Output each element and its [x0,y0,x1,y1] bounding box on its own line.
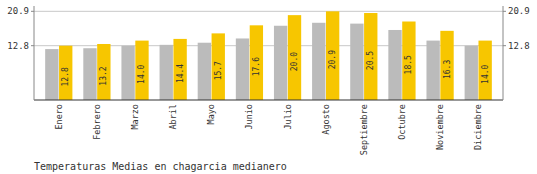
data-label: 20.0 [290,52,299,71]
grid-line [34,11,503,12]
bar [402,22,415,100]
bar [326,11,339,100]
bar [478,41,491,100]
bar [45,49,58,100]
x-tick-label: Julio [283,104,293,130]
y2-tick [503,45,506,46]
bars [45,11,492,100]
bar [135,41,148,100]
bar [59,46,72,100]
bar [121,46,134,100]
chart-container: 12.8 13.2 14.0 14.4 15.7 17.6 20.0 20.9 20.5 18.5… [0,0,537,174]
data-label: 20.9 [328,50,337,69]
y2-tick [503,11,506,12]
data-label: 14.0 [137,64,146,83]
data-label: 14.4 [176,64,185,83]
axes: 12.8 20.9 12.8 20.9 Enero Febrero Marzo Abril Ma… [7,6,529,155]
bar [173,39,186,100]
x-tick-label: Abril [168,104,178,130]
data-label: 20.5 [366,51,375,70]
bar [198,43,211,100]
bar [212,33,225,100]
bar [350,24,363,100]
bar [83,48,96,100]
y-tick-label: 20.9 [7,6,29,16]
y2-axis-line [503,6,504,100]
x-axis-line [34,99,503,100]
y-tick [31,11,34,12]
bar [312,23,325,100]
bar [364,13,377,100]
y-axis-line [34,6,35,100]
bar [97,44,110,100]
x-tick-label: Junio [244,104,254,130]
x-tick-label: Septiembre [359,104,369,155]
chart-svg: 12.8 13.2 14.0 14.4 15.7 17.6 20.0 20.9 20.5 18.5… [0,0,537,174]
bar [426,41,439,100]
bar [250,25,263,100]
bar [440,31,453,100]
data-label: 16.3 [443,60,452,79]
x-tick-label: Noviembre [435,104,445,150]
data-label: 17.6 [252,57,261,76]
x-tick-label: Octubre [397,104,407,140]
x-tick-label: Febrero [92,104,102,140]
data-label: 15.7 [214,61,223,80]
bar [236,38,249,100]
data-label: 13.2 [99,66,108,85]
bar [465,46,478,100]
bar [288,15,301,100]
x-tick-label: Marzo [130,104,140,130]
bar [160,45,173,100]
x-tick-label: Mayo [206,104,216,124]
data-label: 18.5 [404,55,413,74]
y2-tick-label: 20.9 [508,6,530,16]
data-labels: 12.8 13.2 14.0 14.4 15.7 17.6 20.0 20.9 20.5 18.5… [61,50,489,87]
data-label: 12.8 [61,67,70,86]
x-tick-label: Diciembre [473,104,483,150]
data-label: 14.0 [481,64,490,83]
grid [34,11,503,45]
bar [274,26,287,100]
y-tick [31,45,34,46]
y2-tick-label: 12.8 [508,41,530,51]
y-tick-label: 12.8 [7,41,29,51]
x-tick-label: Agosto [321,104,331,135]
bar [388,30,401,100]
x-tick-label: Enero [54,104,64,130]
title: Temperaturas Medias en chagarcia mediane… [34,161,287,172]
